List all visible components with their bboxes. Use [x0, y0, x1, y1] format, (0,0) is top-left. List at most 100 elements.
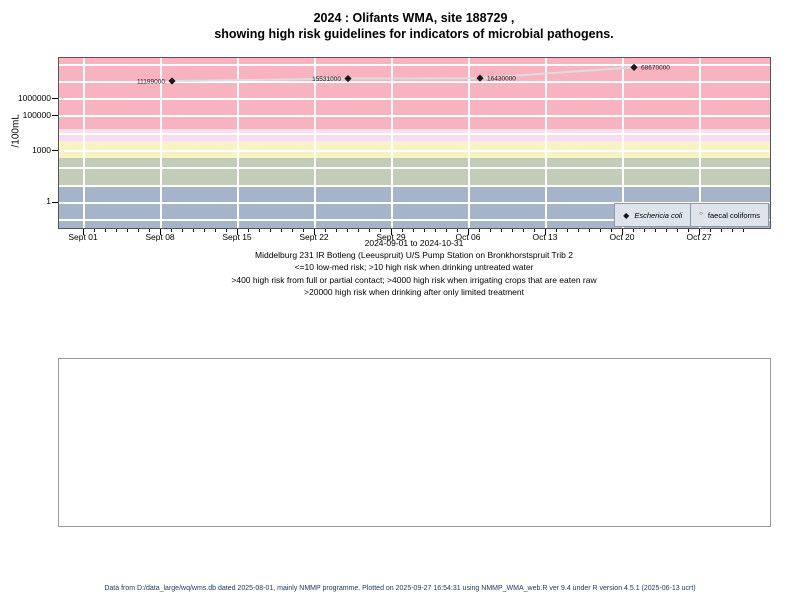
x-minor-tick: [479, 229, 480, 232]
x-minor-tick: [743, 229, 744, 232]
data-series-layer: 11199000 15531000 16430000 68670000: [137, 63, 670, 85]
x-major-tick: [391, 229, 392, 235]
h-gridline: [59, 201, 770, 204]
x-minor-tick: [94, 229, 95, 232]
legend: ◆ Eschericia coli ○ faecal coliforms: [614, 203, 769, 227]
x-minor-tick: [325, 229, 326, 232]
chart-title-line2: showing high risk guidelines for indicat…: [214, 27, 614, 41]
h-gridline: [59, 184, 770, 187]
x-minor-tick: [105, 229, 106, 232]
x-minor-tick: [248, 229, 249, 232]
x-minor-tick: [138, 229, 139, 232]
x-minor-tick: [402, 229, 403, 232]
x-tick-label: Sept 01: [68, 232, 98, 242]
caption-station: Middelburg 231 IR Botleng (Leeuspruit) U…: [255, 250, 573, 261]
x-minor-tick: [446, 229, 447, 232]
x-minor-tick: [336, 229, 337, 232]
x-minor-tick: [666, 229, 667, 232]
x-major-tick: [468, 229, 469, 235]
h-gridline: [59, 150, 770, 153]
x-minor-tick: [270, 229, 271, 232]
h-gridline: [59, 80, 770, 83]
x-minor-tick: [193, 229, 194, 232]
y-tick-label: 1000000: [17, 92, 51, 103]
plot-area: 11199000 15531000 16430000 68670000 ◆ Esche…: [58, 57, 771, 229]
x-minor-tick: [413, 229, 414, 232]
y-tick: [52, 150, 58, 152]
x-minor-tick: [369, 229, 370, 232]
x-tick-label: Sept 29: [376, 232, 406, 242]
v-gridline: [237, 58, 239, 228]
x-minor-tick: [149, 229, 150, 232]
x-minor-tick: [281, 229, 282, 232]
x-minor-tick: [358, 229, 359, 232]
caption-date-range: 2024-09-01 to 2024-10-31: [364, 238, 464, 248]
empty-panel: [58, 358, 771, 527]
x-tick-label: Oct 13: [532, 232, 558, 242]
x-tick-label: Oct 06: [455, 232, 481, 242]
x-minor-tick: [534, 229, 535, 232]
footer-note: Data from D:/data_large/wq/wms.db dated …: [104, 585, 696, 592]
x-minor-tick: [171, 229, 172, 232]
data-point-diamond: [344, 74, 352, 83]
x-minor-tick: [204, 229, 205, 232]
x-tick-label: Sept 08: [145, 232, 175, 242]
h-gridline: [59, 63, 770, 66]
x-major-tick: [160, 229, 161, 235]
x-minor-tick: [721, 229, 722, 232]
x-minor-tick: [215, 229, 216, 232]
x-minor-tick: [578, 229, 579, 232]
y-tick-label: 1: [46, 196, 51, 207]
v-gridline: [699, 58, 701, 228]
x-minor-tick: [611, 229, 612, 232]
y-tick: [52, 201, 58, 203]
h-gridline: [59, 115, 770, 118]
x-minor-tick: [600, 229, 601, 232]
y-tick: [52, 115, 58, 117]
x-minor-tick: [732, 229, 733, 232]
x-minor-tick: [556, 229, 557, 232]
v-gridline: [391, 58, 393, 228]
legend-label-ecoli: Eschericia coli: [634, 211, 683, 220]
data-point-label: 16430000: [487, 75, 516, 82]
x-minor-tick: [501, 229, 502, 232]
risk-band-10-400: [59, 157, 770, 186]
x-tick-label: Oct 27: [686, 232, 712, 242]
h-gridline: [59, 98, 770, 101]
x-minor-tick: [259, 229, 260, 232]
caption-guideline-1: <=10 low-med risk; >10 high risk when dr…: [294, 262, 534, 273]
h-gridline: [59, 132, 770, 135]
x-minor-tick: [226, 229, 227, 232]
x-minor-tick: [523, 229, 524, 232]
x-minor-tick: [633, 229, 634, 232]
x-minor-tick: [127, 229, 128, 232]
v-gridline: [468, 58, 470, 228]
x-tick-label: Sept 15: [222, 232, 252, 242]
x-minor-tick: [182, 229, 183, 232]
legend-label-faecal: faecal coliforms: [707, 211, 760, 220]
caption-guideline-3: >20000 high risk when drinking after onl…: [304, 286, 524, 297]
x-minor-tick: [116, 229, 117, 232]
x-minor-tick: [303, 229, 304, 232]
x-minor-tick: [677, 229, 678, 232]
y-tick-label: 100000: [22, 109, 51, 120]
y-axis-label: /100mL: [10, 114, 22, 148]
x-minor-tick: [655, 229, 656, 232]
x-major-tick: [699, 229, 700, 235]
x-major-tick: [314, 229, 315, 235]
data-point-diamond: [630, 63, 638, 71]
x-minor-tick: [490, 229, 491, 232]
x-minor-tick: [380, 229, 381, 232]
risk-band-4000-10000: [59, 133, 770, 141]
legend-item-faecal: ○ faecal coliforms: [690, 203, 769, 227]
v-gridline: [83, 58, 85, 228]
caption-block: 2024-09-01 to 2024-10-31 Middelburg 231 …: [58, 237, 770, 298]
legend-item-ecoli: ◆ Eschericia coli: [614, 203, 692, 227]
x-tick-label: Sept 22: [299, 232, 329, 242]
data-point-diamond: [476, 74, 484, 82]
h-gridline: [59, 219, 770, 222]
x-minor-tick: [589, 229, 590, 232]
x-major-tick: [545, 229, 546, 235]
v-gridline: [314, 58, 316, 228]
